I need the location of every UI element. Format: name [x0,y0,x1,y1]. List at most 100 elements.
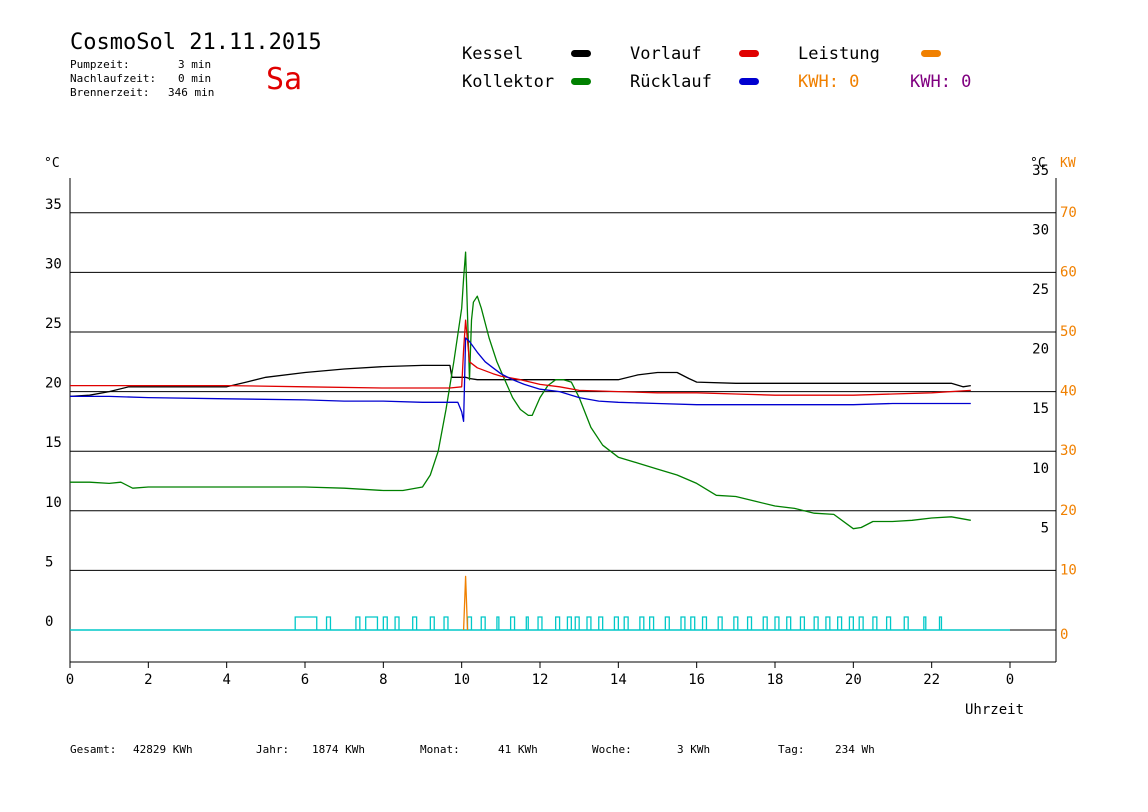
y-tick-label-left: 10 [45,495,62,511]
x-tick-label: 0 [1006,672,1014,688]
y-tick-label-right-temp: 35 [1032,163,1049,179]
y-tick-label-right-power: 60 [1060,264,1077,280]
pump-pulse [598,616,604,630]
y-tick-label-right-power: 20 [1060,503,1077,519]
footer-gesamt-value: 42829 KWh [133,743,193,756]
pump-pulse [799,616,806,630]
pump-pulse [623,616,629,630]
chart-grid [70,212,1056,571]
series-line-ruecklauf [70,337,971,423]
pump-pulse [555,616,561,630]
y-tick-label-right-temp: 20 [1032,342,1049,358]
right-axis-power-unit: KW [1060,156,1076,171]
chart-title: CosmoSol 21.11.2015 [70,30,322,55]
x-tick-label: 22 [923,672,940,688]
chart-series [69,251,971,631]
series-line-kollektor [70,251,971,530]
pump-pulse [786,616,792,630]
legend-ruecklauf: Rücklauf [630,72,712,92]
legend-kessel: Kessel [462,44,524,64]
y-tick-label-right-power: 30 [1060,443,1077,459]
pump-pulse [613,616,619,630]
pump-pulse [825,616,831,630]
y-tick-label-right-temp: 10 [1032,461,1049,477]
pump-pulse [394,616,400,630]
series-line-vorlauf [70,319,971,396]
pump-pulse [574,616,580,630]
footer-jahr-value: 1874 KWh [312,743,365,756]
pump-pulse [480,616,486,630]
pump-pulse [566,616,572,630]
x-axis-label: Uhrzeit [965,702,1025,718]
x-tick-label: 4 [222,672,230,688]
pump-pulse [355,616,361,630]
y-tick-label-right-power: 0 [1060,627,1068,643]
pump-pulse [680,616,686,630]
footer-woche-label: Woche: [592,743,632,756]
y-tick-label-left: 5 [45,554,53,570]
x-tick-label: 16 [688,672,705,688]
y-tick-label-left: 15 [45,435,62,451]
pump-pulse [774,616,780,630]
pump-pulse [509,616,516,630]
pump-pulse [412,616,418,630]
x-tick-label: 10 [453,672,470,688]
y-tick-label-right-temp: 15 [1032,401,1049,417]
pump-indicator [70,616,1010,631]
legend-ruecklauf-swatch [739,78,759,85]
after-run-label: Nachlaufzeit: [70,72,157,85]
pump-pulse [746,616,753,630]
x-tick-label: 8 [379,672,387,688]
burner-time-label: Brennerzeit: [70,86,150,99]
pump-pulse [429,616,435,630]
pump-pulse [858,616,864,630]
pump-pulse [325,616,332,630]
pump-time-label: Pumpzeit: [70,58,130,71]
pump-pulse [382,616,388,630]
x-tick-label: 2 [144,672,152,688]
y-tick-label-right-power: 70 [1060,205,1077,221]
legend-kollektor: Kollektor [462,72,555,92]
footer-tag-label: Tag: [778,743,805,756]
legend-leistung: Leistung [798,44,880,64]
legend-vorlauf: Vorlauf [630,44,702,64]
x-tick-label: 12 [532,672,549,688]
x-tick-label: 14 [610,672,627,688]
y-tick-label-right-power: 40 [1060,384,1077,400]
y-tick-label-right-temp: 5 [1041,520,1049,536]
pump-pulse [690,616,696,630]
pump-pulse [903,616,909,630]
legend-kollektor-swatch [571,78,591,85]
right-axis-temp-unit: °C [1030,156,1046,171]
legend-kessel-swatch [571,50,591,57]
left-axis-unit: °C [44,156,60,171]
chart-axes [69,178,1057,663]
x-tick-label: 0 [66,672,74,688]
pump-pulse [733,616,739,630]
pump-pulse [938,616,943,630]
footer-monat-label: Monat: [420,743,460,756]
weekday-label: Sa [266,62,303,97]
y-tick-label-right-power: 50 [1060,324,1077,340]
y-tick-label-left: 35 [45,197,62,213]
x-tick-label: 6 [301,672,309,688]
legend-vorlauf-swatch [739,50,759,57]
pump-pulse [525,616,529,630]
chart-ticks: 0 2 4 6 8 10 12 14 16 18 20 22 0 0 5 10 15 20 25 30 35 5 10 15 2… [45,163,1077,688]
pump-pulse [365,616,379,630]
y-tick-label-right-temp: 30 [1032,222,1049,238]
legend-leistung-swatch [921,50,941,57]
x-tick-label: 18 [767,672,784,688]
x-tick-label: 20 [845,672,862,688]
pump-pulse [848,616,854,630]
pump-pulse [872,616,878,630]
footer-woche-value: 3 KWh [677,743,711,756]
footer-jahr-label: Jahr: [256,743,290,756]
legend-kwh-orange: KWH: 0 [798,72,860,92]
burner-time-value: 346 min [168,86,215,99]
pump-pulse [496,616,500,630]
pump-pulse [837,616,843,630]
pump-pulse [466,616,473,630]
y-tick-label-left: 20 [45,376,62,392]
pump-pulse [664,616,670,630]
